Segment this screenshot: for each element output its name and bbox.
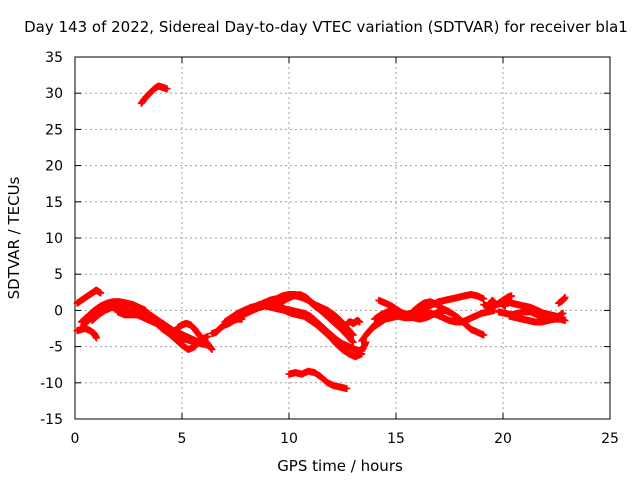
series-t23 [555, 293, 569, 307]
data-point [343, 385, 351, 393]
data-point [92, 334, 100, 342]
x-tick-label: 10 [280, 431, 298, 447]
series-t24 [270, 290, 353, 340]
y-tick-label: 15 [45, 195, 63, 211]
data-point [348, 337, 356, 345]
data-point [163, 85, 171, 93]
series-t2 [73, 325, 100, 342]
y-tick-label: 10 [45, 231, 63, 247]
series-t22 [480, 296, 509, 310]
x-tick-label: 20 [494, 431, 512, 447]
y-tick-label: 5 [54, 267, 63, 283]
data-marks [73, 82, 569, 393]
axis-ticks: 0 5 10 15 20 25 -15 -10 -5 0 5 10 15 20 25 30 35 [40, 50, 619, 447]
x-tick-label: 15 [387, 431, 405, 447]
grid-lines [75, 57, 610, 419]
series-t17 [343, 317, 364, 329]
y-tick-label: 25 [45, 122, 63, 138]
y-tick-label: -10 [40, 376, 63, 392]
data-point [208, 345, 216, 353]
data-point [345, 332, 353, 340]
data-point [508, 292, 516, 300]
series-t7 [174, 319, 216, 353]
x-tick-label: 25 [601, 431, 619, 447]
data-point [446, 308, 453, 316]
y-tick-label: 0 [54, 303, 63, 319]
data-point [501, 302, 509, 310]
y-tick-label: 30 [45, 86, 63, 102]
y-tick-label: 35 [45, 50, 63, 66]
y-axis-label: SDTVAR / TECUs [5, 176, 23, 299]
series-t16 [375, 296, 453, 319]
x-axis-label: GPS time / hours [277, 457, 403, 475]
y-tick-label: 20 [45, 159, 63, 175]
data-point [356, 318, 364, 326]
series-t25 [137, 82, 171, 107]
data-point [480, 331, 488, 339]
y-tick-label: -15 [40, 412, 63, 428]
x-tick-label: 5 [178, 431, 187, 447]
chart-title: Day 143 of 2022, Sidereal Day-to-day VTE… [24, 18, 628, 36]
data-point [204, 332, 212, 340]
y-tick-label: -5 [49, 340, 63, 356]
series-t21 [505, 312, 569, 326]
series-t1 [73, 286, 105, 307]
series-t26 [285, 367, 351, 393]
data-point [97, 289, 105, 297]
data-point [561, 317, 569, 325]
x-tick-label: 0 [71, 431, 80, 447]
data-point [349, 338, 357, 346]
data-point [561, 293, 569, 301]
